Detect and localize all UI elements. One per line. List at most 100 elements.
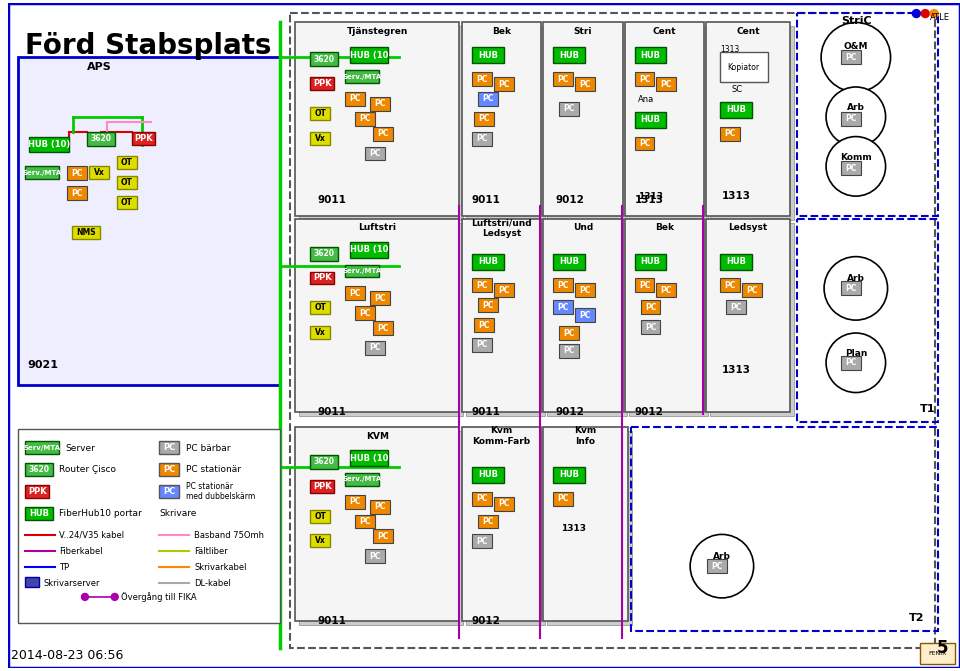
Bar <box>547 431 632 625</box>
Text: 9012: 9012 <box>555 407 584 417</box>
Text: PC: PC <box>476 74 488 84</box>
Text: PC: PC <box>359 114 371 123</box>
Text: PC: PC <box>711 562 723 570</box>
Text: FiberHub10 portar: FiberHub10 portar <box>60 509 142 518</box>
Text: Router Çisco: Router Çisco <box>60 466 116 474</box>
Text: 3620: 3620 <box>314 55 335 64</box>
Bar <box>26 166 60 179</box>
Bar <box>841 112 861 125</box>
Text: PC: PC <box>638 139 650 148</box>
Text: PC: PC <box>374 502 385 511</box>
Bar <box>365 550 385 563</box>
Bar <box>635 254 666 270</box>
Text: Serv./MTA: Serv./MTA <box>342 268 381 274</box>
Text: Förd Stabsplats: Förd Stabsplats <box>26 32 272 60</box>
Text: HUB: HUB <box>478 470 498 479</box>
Bar <box>635 112 666 127</box>
Bar <box>543 23 623 216</box>
Text: PC: PC <box>498 79 510 89</box>
Text: PC: PC <box>482 301 493 310</box>
Text: HUB: HUB <box>726 105 746 114</box>
Circle shape <box>826 87 885 146</box>
Text: PC: PC <box>369 344 380 352</box>
Text: PC bärbar: PC bärbar <box>186 444 230 453</box>
Bar <box>300 223 463 417</box>
Text: Vx: Vx <box>315 134 325 142</box>
Text: PC: PC <box>359 517 371 526</box>
Bar <box>798 13 938 216</box>
Bar <box>720 127 740 140</box>
Text: HUB: HUB <box>30 509 49 517</box>
Bar <box>26 463 53 476</box>
Bar <box>345 495 365 509</box>
Text: 9012: 9012 <box>555 195 584 205</box>
Bar <box>707 559 727 573</box>
Text: PC: PC <box>476 340 488 350</box>
Text: HUB: HUB <box>640 257 660 266</box>
Text: Basband 75Omh: Basband 75Omh <box>194 531 264 540</box>
Bar <box>466 223 545 417</box>
Text: PPK: PPK <box>28 486 47 496</box>
Bar <box>30 137 69 152</box>
Bar <box>355 306 374 320</box>
Text: 1313: 1313 <box>635 195 663 205</box>
Bar <box>26 577 39 587</box>
Bar <box>26 441 60 454</box>
Bar <box>87 132 115 146</box>
Text: PC: PC <box>476 134 488 143</box>
Bar <box>472 72 492 86</box>
Bar <box>117 176 136 189</box>
Text: Bek: Bek <box>492 27 511 36</box>
Text: PC: PC <box>349 95 361 103</box>
Text: HUB: HUB <box>640 115 660 124</box>
Text: Serv./MTA: Serv./MTA <box>342 74 381 80</box>
Bar <box>553 47 585 63</box>
Text: PC: PC <box>377 129 388 138</box>
Text: PC: PC <box>476 495 488 503</box>
Bar <box>372 127 393 140</box>
Bar <box>559 326 579 340</box>
Text: HUB: HUB <box>478 51 498 60</box>
Bar <box>553 301 573 314</box>
Bar <box>117 196 136 209</box>
Bar <box>575 77 595 91</box>
Text: Kopiator: Kopiator <box>728 62 759 72</box>
Bar <box>474 112 493 125</box>
Bar <box>296 427 459 621</box>
Text: HUB: HUB <box>478 257 498 266</box>
Text: Cent: Cent <box>736 27 760 36</box>
Bar <box>841 356 861 370</box>
Bar <box>349 242 388 258</box>
Text: 3620: 3620 <box>314 249 335 258</box>
Bar <box>345 287 365 301</box>
Text: Serv./MTA: Serv./MTA <box>23 170 62 176</box>
Text: PC: PC <box>645 323 656 331</box>
Text: PC: PC <box>558 281 569 290</box>
Bar <box>841 281 861 295</box>
Text: 1313: 1313 <box>720 45 739 54</box>
Bar <box>310 326 330 339</box>
Text: Övergång till FIKA: Övergång till FIKA <box>121 592 196 602</box>
Bar <box>635 137 655 150</box>
Text: HUB (10: HUB (10 <box>349 51 388 60</box>
Bar <box>478 299 497 312</box>
Bar <box>472 278 492 293</box>
Text: 3620: 3620 <box>314 458 335 466</box>
Text: ATLE: ATLE <box>930 13 950 22</box>
Text: HUB (10): HUB (10) <box>28 140 70 149</box>
Text: PC: PC <box>498 286 510 295</box>
Bar <box>472 47 504 63</box>
Bar <box>921 643 955 664</box>
Text: PC: PC <box>724 129 735 138</box>
Text: PC: PC <box>564 329 575 338</box>
Text: PC stationär: PC stationär <box>186 466 241 474</box>
Bar <box>478 515 497 529</box>
Bar <box>635 72 655 86</box>
Bar <box>559 344 579 358</box>
Text: 9021: 9021 <box>28 360 59 370</box>
Bar <box>310 272 334 285</box>
Text: HUB: HUB <box>559 257 579 266</box>
Text: PC: PC <box>377 532 388 541</box>
Bar <box>547 26 627 220</box>
Text: 9011: 9011 <box>317 195 346 205</box>
